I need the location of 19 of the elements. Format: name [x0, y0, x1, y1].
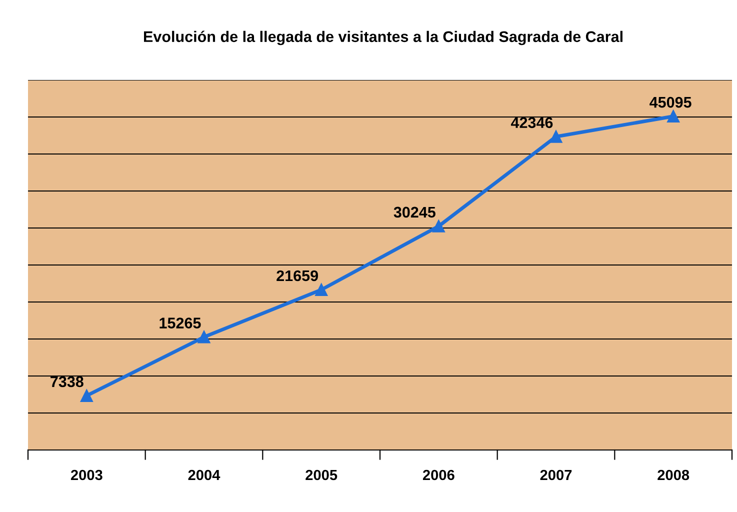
point — [667, 110, 680, 123]
data-label: 21659 — [276, 270, 318, 282]
x-tick-label: 2005 — [306, 470, 338, 480]
point — [432, 220, 445, 232]
data-label: 30245 — [394, 206, 436, 218]
x-tick-label: 2004 — [188, 470, 220, 480]
point — [315, 283, 328, 296]
x-tick-label: 2008 — [658, 470, 690, 480]
data-label: 7338 — [50, 376, 84, 388]
data-label: 15265 — [160, 318, 201, 328]
x-tick-label: 2003 — [70, 470, 102, 480]
x-tick-label: 2006 — [422, 470, 454, 480]
point — [80, 389, 93, 402]
x-tick-label: 2007 — [540, 470, 572, 480]
chart-title: Evolución de la llegada de visitantes a la Ciudad Sagrada de Caral — [144, 30, 622, 46]
data-label: 42346 — [510, 117, 553, 128]
data-label: 45095 — [650, 96, 692, 108]
point — [550, 130, 562, 143]
point — [198, 330, 210, 344]
